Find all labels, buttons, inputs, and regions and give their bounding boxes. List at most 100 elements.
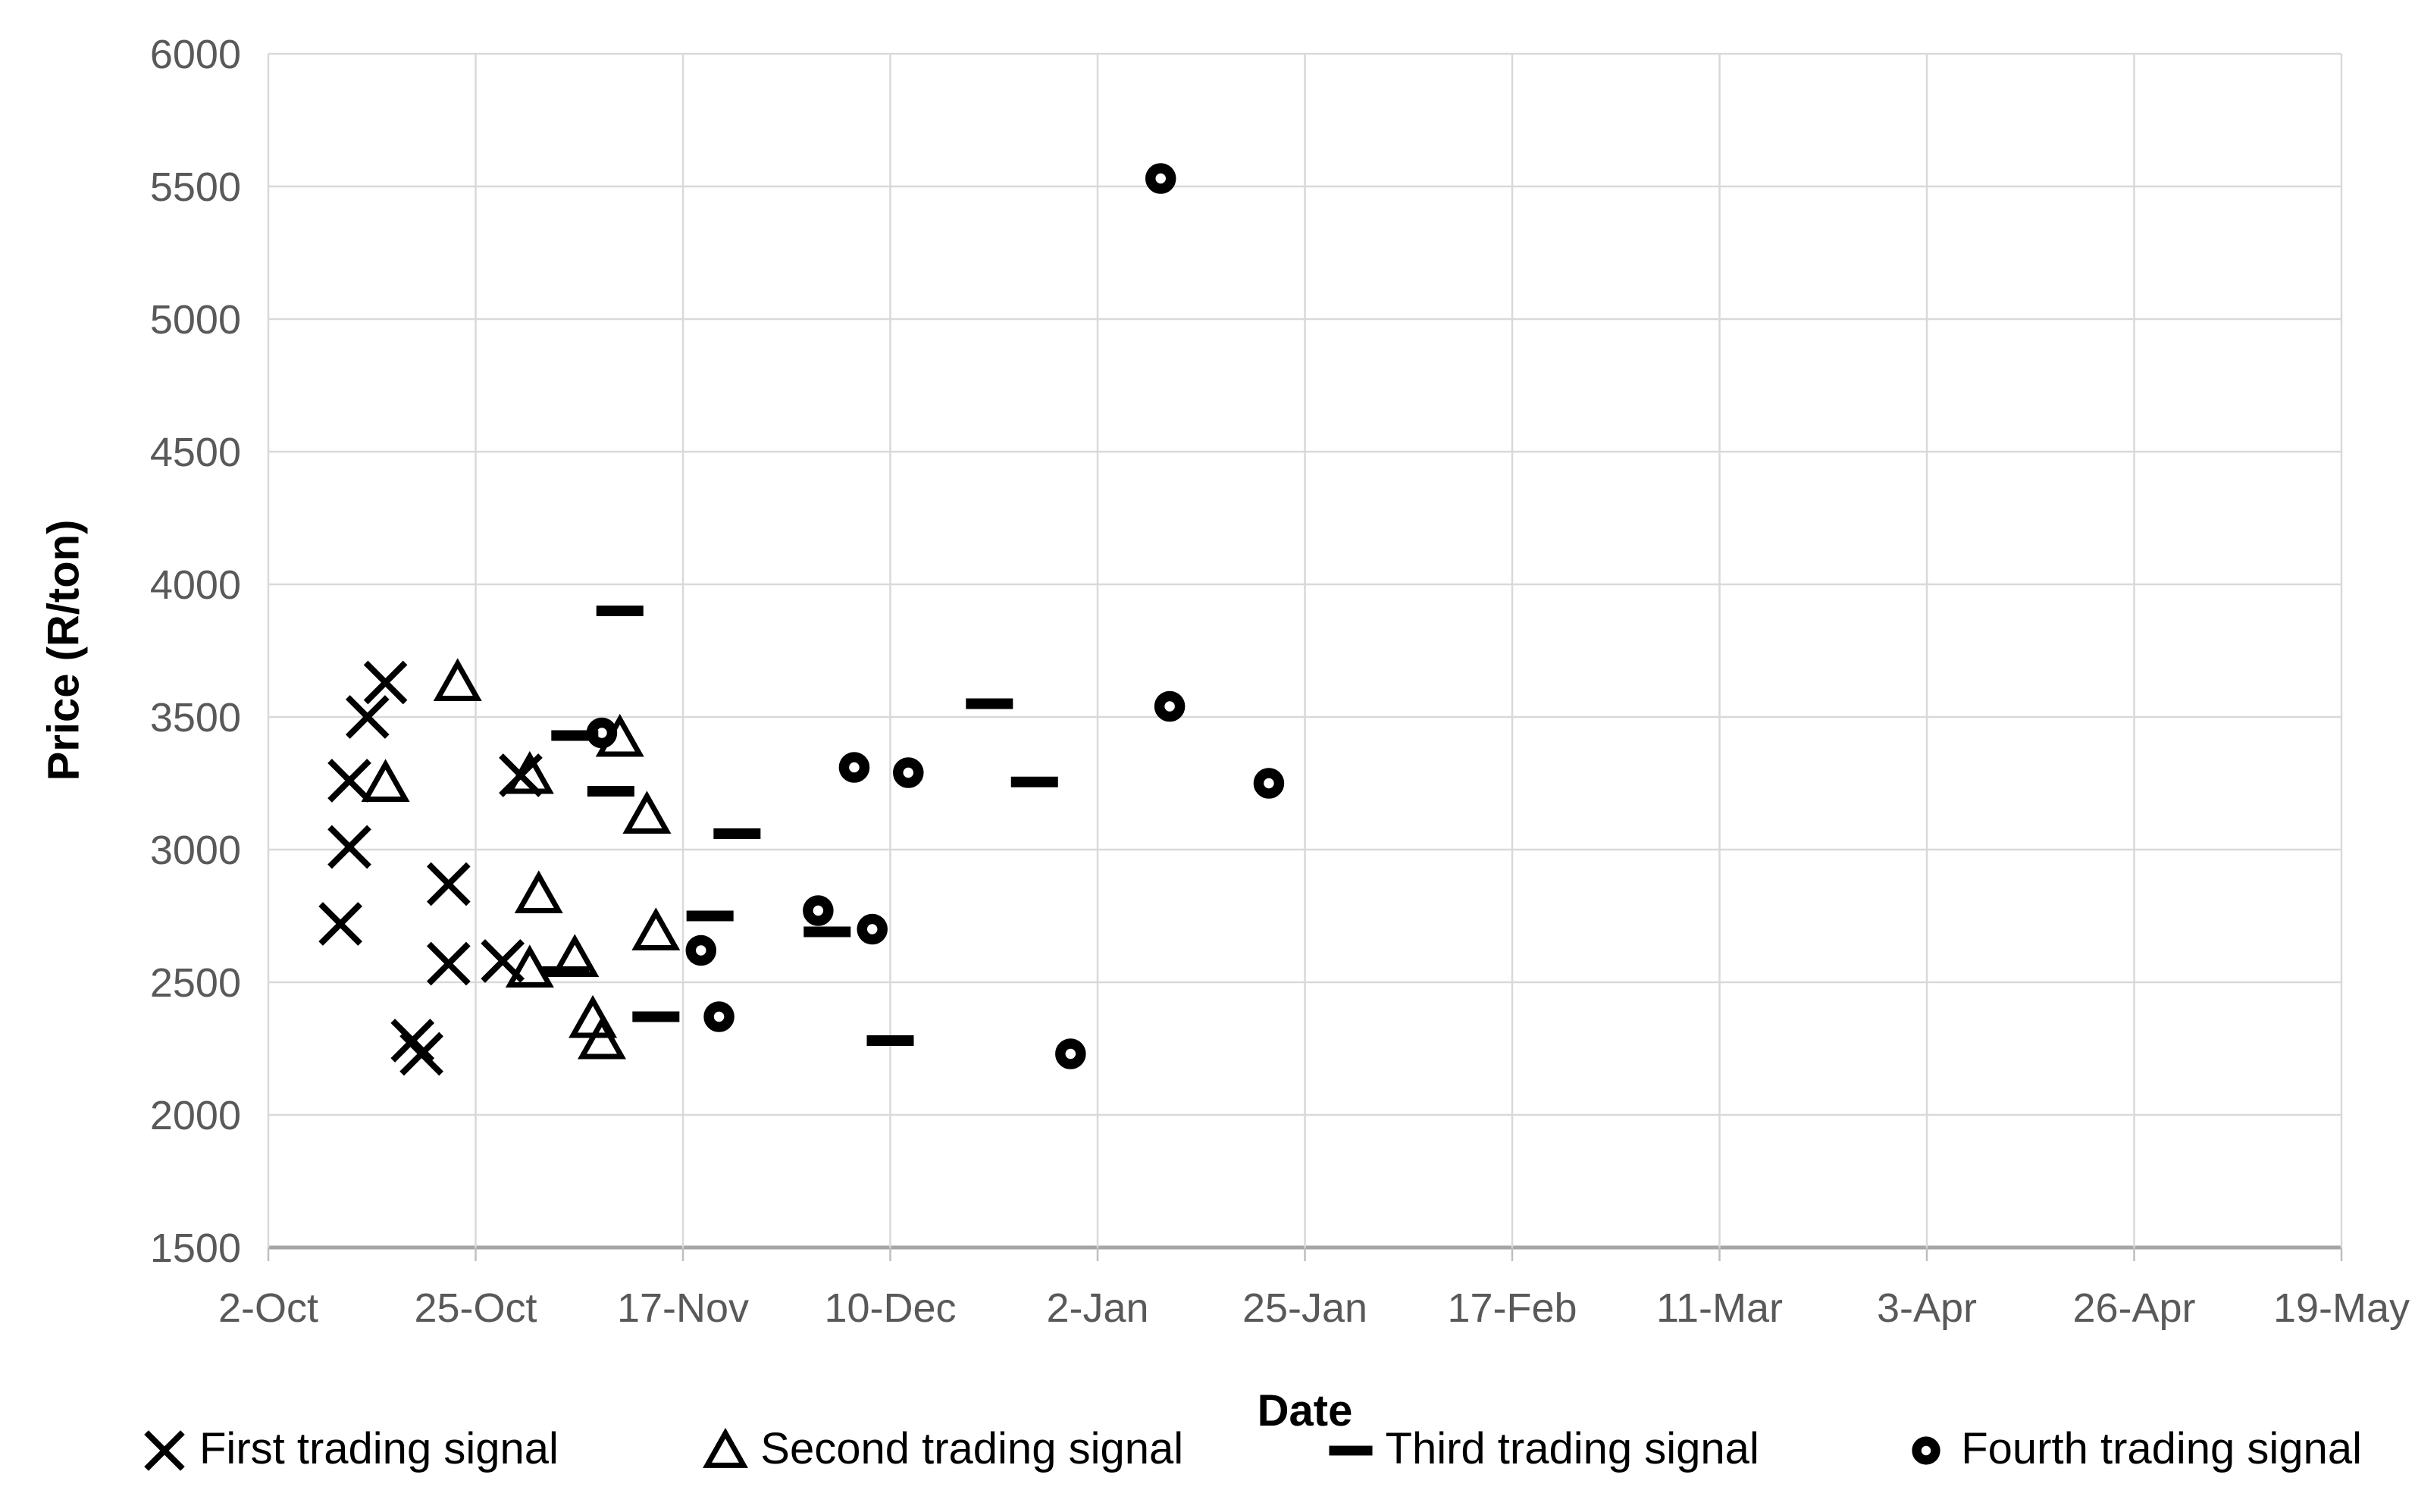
x-marker-icon <box>144 1429 185 1471</box>
triangle-marker-icon <box>433 658 482 701</box>
y-tick-label: 6000 <box>150 32 241 77</box>
series-triangle <box>361 658 681 1060</box>
data-point <box>857 913 888 945</box>
data-point <box>838 752 870 783</box>
legend-item-circle: Fourth trading signal <box>1902 1423 2362 1474</box>
triangle-marker-icon <box>703 1427 749 1468</box>
data-point <box>363 660 408 705</box>
circle-marker-icon <box>586 717 618 749</box>
data-point <box>622 790 672 834</box>
x-tick-label: 10-Dec <box>824 1285 956 1331</box>
tick-layer: 1500 2000 2500 3000 3500 4000 4500 5000 5500 6000… <box>150 32 2410 1331</box>
triangle-marker-icon <box>514 870 563 913</box>
data-point <box>1010 776 1058 787</box>
y-tick-label: 2000 <box>150 1093 241 1138</box>
triangle-marker-icon <box>361 759 410 802</box>
y-tick-label: 3500 <box>150 695 241 740</box>
dash-marker-icon <box>803 926 851 938</box>
data-point <box>399 1031 443 1076</box>
x-marker-icon <box>318 902 362 946</box>
series-x <box>318 660 543 1076</box>
data-point <box>426 862 471 906</box>
data-point <box>1145 163 1176 194</box>
data-point <box>1253 768 1285 799</box>
x-tick-label: 25-Oct <box>414 1285 537 1331</box>
y-tick-label: 5500 <box>150 164 241 210</box>
y-tick-label: 1500 <box>150 1226 241 1271</box>
data-point <box>505 750 554 794</box>
data-point <box>685 934 717 966</box>
dash-marker-icon <box>632 1011 680 1022</box>
y-axis-title: Price (R/ton) <box>39 519 89 781</box>
legend-label: Third trading signal <box>1385 1424 1759 1473</box>
circle-marker-icon <box>1055 1038 1086 1069</box>
data-point <box>703 1001 735 1032</box>
circle-marker-icon <box>893 757 924 788</box>
x-marker-icon <box>426 941 471 986</box>
series-circle <box>586 163 1285 1069</box>
x-legend-icon <box>144 1429 185 1471</box>
circle-marker-icon <box>1145 163 1176 194</box>
y-tick-label: 3000 <box>150 828 241 873</box>
data-point <box>345 695 390 739</box>
triangle-legend-glyph <box>703 1427 749 1468</box>
data-point <box>631 907 681 950</box>
data-point <box>966 698 1013 709</box>
data-point <box>327 759 371 803</box>
x-tick-label: 2-Oct <box>218 1285 318 1331</box>
legend-label: Fourth trading signal <box>1961 1424 2362 1473</box>
data-point <box>577 1016 626 1060</box>
data-point <box>803 926 851 938</box>
data-point <box>542 966 590 977</box>
data-point <box>318 902 362 946</box>
dash-marker-icon <box>1010 776 1058 787</box>
dash-marker-icon <box>542 966 590 977</box>
circle-legend-glyph <box>1912 1435 1940 1465</box>
data-point <box>1055 1038 1086 1069</box>
series-dash <box>542 606 1058 1046</box>
dash-marker-icon <box>966 698 1013 709</box>
y-tick-label: 4500 <box>150 430 241 475</box>
circle-marker-icon <box>838 752 870 783</box>
marker-layer <box>318 163 1285 1076</box>
data-point <box>327 825 371 869</box>
dash-marker-icon <box>866 1035 914 1046</box>
x-marker-icon <box>363 660 408 705</box>
y-tick-label: 5000 <box>150 297 241 343</box>
x-marker-icon <box>345 695 390 739</box>
legend-item-x: First trading signal <box>140 1423 559 1474</box>
data-point <box>632 1011 680 1022</box>
x-tick-label: 3-Apr <box>1877 1285 1977 1331</box>
x-marker-icon <box>426 862 471 906</box>
data-point <box>893 757 924 788</box>
data-point <box>505 944 554 988</box>
y-tick-label: 2500 <box>150 960 241 1006</box>
circle-marker-icon <box>1253 768 1285 799</box>
circle-marker-icon <box>857 913 888 945</box>
triangle-marker-icon <box>577 1016 626 1060</box>
data-point <box>361 759 410 802</box>
data-point <box>803 895 834 926</box>
x-tick-label: 17-Feb <box>1447 1285 1577 1331</box>
circle-marker-icon <box>703 1001 735 1032</box>
circle-marker-icon <box>803 895 834 926</box>
dash-marker-icon <box>596 606 644 616</box>
chart-legend: First trading signal Second trading signa… <box>0 1423 2415 1474</box>
x-tick-label: 17-Nov <box>617 1285 749 1331</box>
data-point <box>686 910 734 922</box>
x-legend-glyph <box>144 1429 185 1471</box>
dash-marker-icon <box>587 786 634 797</box>
dash-marker-icon <box>686 910 734 922</box>
triangle-marker-icon <box>622 790 672 834</box>
x-marker-icon <box>399 1031 443 1076</box>
x-tick-label: 11-Mar <box>1656 1285 1783 1331</box>
triangle-legend-icon <box>703 1427 749 1468</box>
x-tick-label: 26-Apr <box>2072 1285 2195 1331</box>
triangle-marker-icon <box>631 907 681 950</box>
dash-marker-icon <box>1329 1445 1373 1455</box>
data-point <box>596 606 644 616</box>
data-point <box>433 658 482 701</box>
x-marker-icon <box>327 759 371 803</box>
